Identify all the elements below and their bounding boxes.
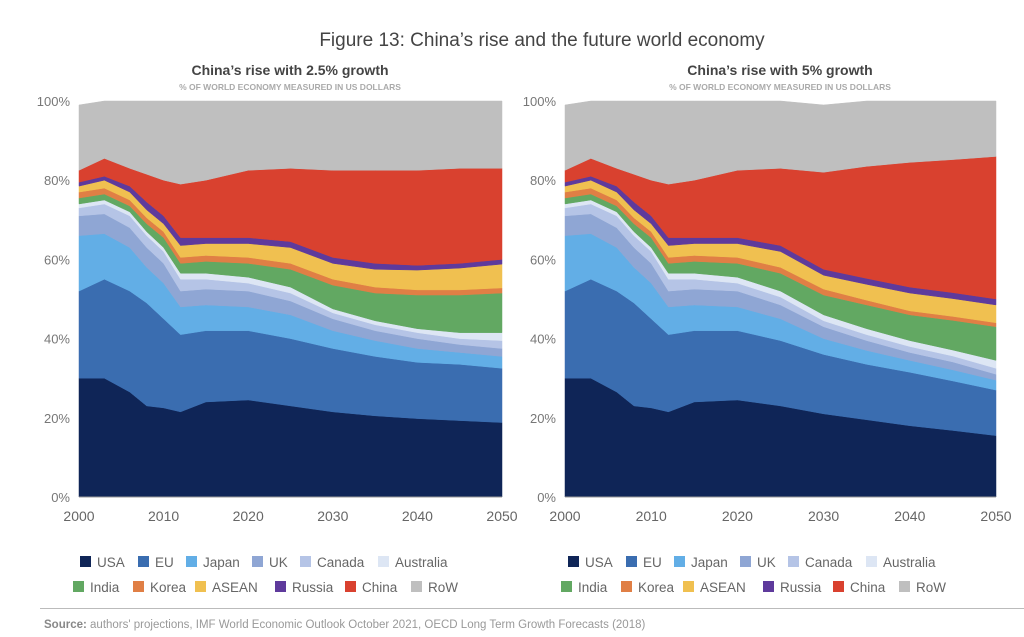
legend-label: Korea — [150, 580, 187, 595]
legend-swatch-usa — [568, 556, 579, 567]
legend-swatch-eu — [626, 556, 637, 567]
legend-swatch-asean — [683, 581, 694, 592]
y-tick-label: 100% — [37, 94, 71, 109]
area-row — [78, 100, 503, 185]
legend-swatch-korea — [133, 581, 144, 592]
legend-label: Canada — [317, 555, 365, 570]
x-tick-label: 2020 — [722, 508, 753, 524]
legend-swatch-india — [73, 581, 84, 592]
figure-title: Figure 13: China’s rise and the future w… — [319, 30, 765, 51]
x-tick-label: 2050 — [980, 508, 1011, 524]
legend-label: Japan — [203, 555, 240, 570]
legend-swatch-russia — [763, 581, 774, 592]
chart-subtitle: % OF WORLD ECONOMY MEASURED IN US DOLLAR… — [669, 82, 891, 92]
legend-label: Australia — [395, 555, 448, 570]
legend-swatch-korea — [621, 581, 632, 592]
legend-swatch-uk — [740, 556, 751, 567]
legend-label: EU — [643, 555, 662, 570]
legend-swatch-china — [833, 581, 844, 592]
legend-label: India — [90, 580, 120, 595]
legend-swatch-russia — [275, 581, 286, 592]
y-tick-label: 0% — [51, 490, 70, 505]
y-tick-label: 80% — [44, 173, 70, 188]
legend-label: ASEAN — [700, 580, 746, 595]
chart-title: China’s rise with 5% growth — [687, 62, 872, 78]
legend-swatch-australia — [378, 556, 389, 567]
legend-label: ASEAN — [212, 580, 258, 595]
y-tick-label: 40% — [44, 332, 70, 347]
x-tick-label: 2030 — [808, 508, 839, 524]
legend-label: UK — [757, 555, 776, 570]
legend-label: Korea — [638, 580, 675, 595]
legend-swatch-eu — [138, 556, 149, 567]
y-tick-label: 80% — [530, 173, 556, 188]
source-note: Source: authors' projections, IMF World … — [44, 619, 645, 631]
legend-label: India — [578, 580, 608, 595]
legend-swatch-canada — [300, 556, 311, 567]
x-tick-label: 2010 — [148, 508, 179, 524]
legend-swatch-usa — [80, 556, 91, 567]
divider — [40, 608, 1024, 609]
legend-swatch-row — [899, 581, 910, 592]
legend-swatch-china — [345, 581, 356, 592]
legend-label: Japan — [691, 555, 728, 570]
area-row — [564, 100, 997, 185]
x-tick-label: 2000 — [549, 508, 580, 524]
y-tick-label: 60% — [44, 252, 70, 267]
chart-title: China’s rise with 2.5% growth — [191, 62, 388, 78]
legend-label: USA — [97, 555, 125, 570]
legend-label: Canada — [805, 555, 853, 570]
x-tick-label: 2010 — [636, 508, 667, 524]
legend-label: RoW — [428, 580, 458, 595]
x-tick-label: 2030 — [317, 508, 348, 524]
y-tick-label: 20% — [530, 411, 556, 426]
y-tick-label: 20% — [44, 411, 70, 426]
legend-swatch-japan — [674, 556, 685, 567]
source-label: Source: — [44, 619, 87, 631]
legend-label: USA — [585, 555, 613, 570]
legend-swatch-uk — [252, 556, 263, 567]
legend-swatch-asean — [195, 581, 206, 592]
chart-subtitle: % OF WORLD ECONOMY MEASURED IN US DOLLAR… — [179, 82, 401, 92]
legend-swatch-row — [411, 581, 422, 592]
legend-label: UK — [269, 555, 288, 570]
legend-label: China — [850, 580, 886, 595]
legend-swatch-australia — [866, 556, 877, 567]
y-tick-label: 40% — [530, 332, 556, 347]
legend-label: Australia — [883, 555, 936, 570]
legend-label: China — [362, 580, 398, 595]
legend-label: Russia — [780, 580, 822, 595]
x-tick-label: 2020 — [233, 508, 264, 524]
legend-swatch-japan — [186, 556, 197, 567]
legend-label: EU — [155, 555, 174, 570]
x-tick-label: 2000 — [63, 508, 94, 524]
source-text: authors' projections, IMF World Economic… — [90, 619, 646, 631]
legend-label: Russia — [292, 580, 334, 595]
x-tick-label: 2040 — [402, 508, 433, 524]
y-tick-label: 0% — [537, 490, 556, 505]
legend-swatch-india — [561, 581, 572, 592]
x-tick-label: 2050 — [486, 508, 517, 524]
legend-swatch-canada — [788, 556, 799, 567]
y-tick-label: 60% — [530, 252, 556, 267]
legend-label: RoW — [916, 580, 946, 595]
y-tick-label: 100% — [523, 94, 557, 109]
x-tick-label: 2040 — [894, 508, 925, 524]
